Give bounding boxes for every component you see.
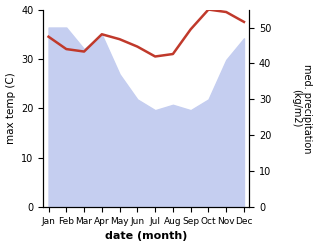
X-axis label: date (month): date (month): [105, 231, 187, 242]
Y-axis label: med. precipitation
(kg/m2): med. precipitation (kg/m2): [291, 64, 313, 153]
Y-axis label: max temp (C): max temp (C): [5, 72, 16, 144]
